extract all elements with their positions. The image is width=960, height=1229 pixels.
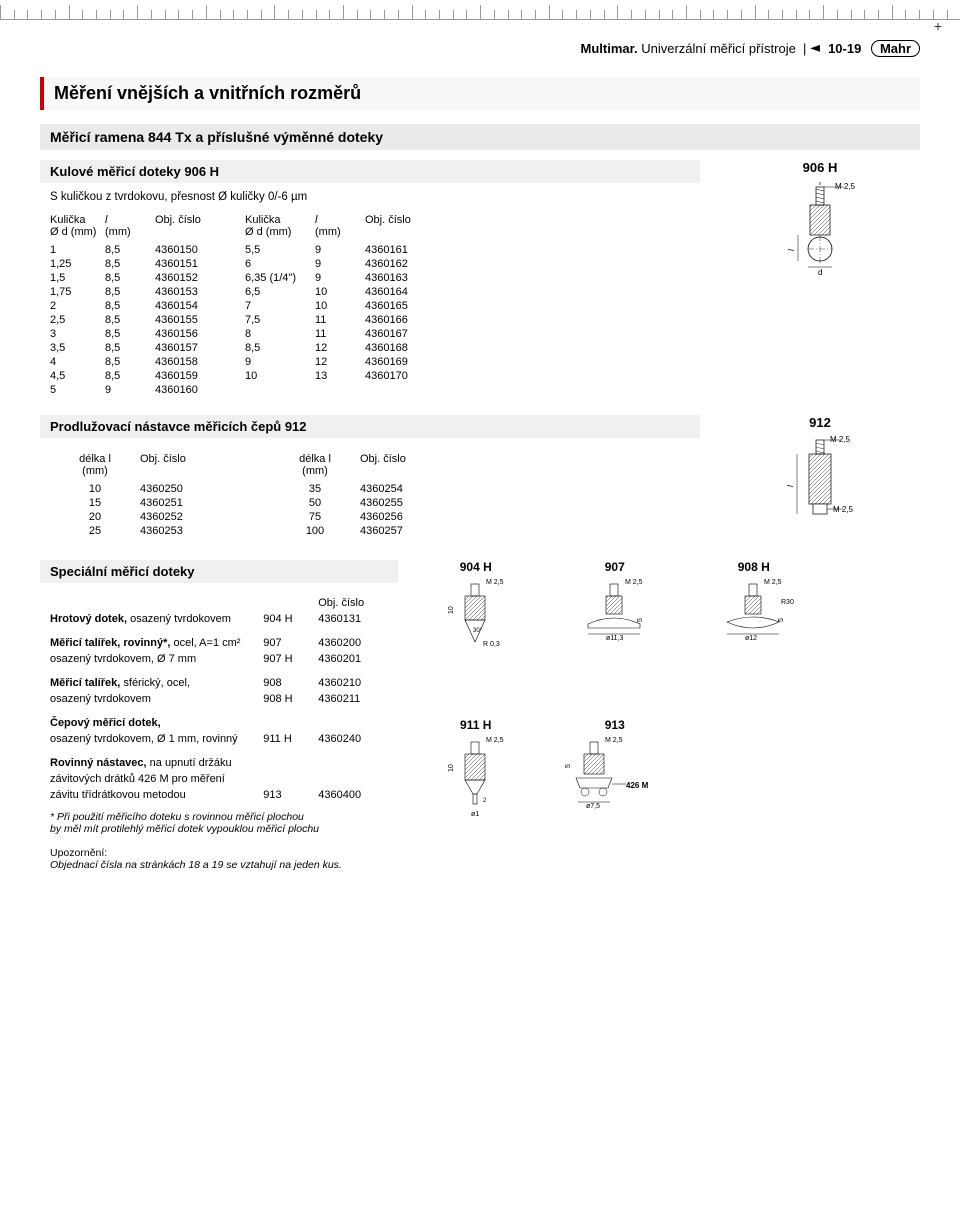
table-row: 254360253 [40,524,260,538]
svg-text:426 M: 426 M [626,781,649,790]
brand-logo: Mahr [871,40,920,57]
diagram-912: 912 M 2,5 M 2,5 l [720,415,920,542]
table-row: osazený tvrdokovem, Ø 7 mm907 H4360201 [40,651,398,667]
table-row: 1004360257 [260,524,470,538]
block2-heading: Prodlužovací nástavce měřicích čepů 912 [40,415,700,438]
table-row: 28,54360154 [40,299,235,313]
svg-text:10: 10 [448,606,455,614]
table-row: 204360252 [40,510,260,524]
footnote: * Při použití měřicího doteku s rovinnou… [40,803,398,843]
svg-text:5: 5 [565,764,572,768]
table-row: Hrotový dotek, osazený tvrdokovem904 H43… [40,611,398,627]
table-row: 2,58,54360155 [40,313,235,327]
page-header: Multimar. Univerzální měřicí přístroje |… [0,20,960,67]
notice: Upozornění: Objednací čísla na stránkách… [40,843,398,875]
block-special: Speciální měřicí doteky Obj. číslo Hroto… [40,560,920,875]
table-row: 7104360165 [235,299,440,313]
table-header: Obj. číslo [40,591,398,611]
svg-text:ø1: ø1 [471,811,479,818]
svg-text:R30: R30 [781,599,794,606]
svg-text:30°: 30° [473,628,483,634]
table-row: Rovinný nástavec, na upnutí držáku [40,755,398,771]
svg-text:R 0,3: R 0,3 [483,641,500,648]
table-row: 6,5104360164 [235,285,440,299]
svg-text:ø11,3: ø11,3 [606,635,623,642]
svg-text:M 2,5: M 2,5 [625,579,643,586]
table-row: 1,258,54360151 [40,257,235,271]
svg-text:2: 2 [483,798,487,804]
table-row: osazený tvrdokovem908 H4360211 [40,691,398,707]
table-row: závitu třídrátkovou metodou9134360400 [40,787,398,803]
svg-text:M 2,5: M 2,5 [830,435,851,444]
block-906h: Kulové měřicí doteky 906 H S kuličkou z … [40,160,920,397]
table-row: 9124360169 [235,355,440,369]
table-row: 38,54360156 [40,327,235,341]
svg-text:M 2,5: M 2,5 [833,505,854,514]
table-header: délka l(mm) Obj. číslo [40,452,260,478]
table-row: 154360251 [40,496,260,510]
table-header: KuličkaØ d (mm) l(mm) Obj. číslo [235,213,440,239]
section-title: Měřicí ramena 844 Tx a příslušné výměnné… [40,124,920,150]
table-row: 8,5124360168 [235,341,440,355]
table-row: 8114360167 [235,327,440,341]
diagrams-special: 904 H M 2,5 10 30° R 0,3 907 M 2,5 5 [408,560,920,875]
svg-text:M 2,5: M 2,5 [764,579,782,586]
table-row: 504360255 [260,496,470,510]
table-row: osazený tvrdokovem, Ø 1 mm, rovinný911 H… [40,731,398,747]
svg-text:5: 5 [637,618,644,622]
table-row: 4,58,54360159 [40,369,235,383]
table-row: Měřicí talířek, sférický, ocel,908436021… [40,675,398,691]
table-row: 10134360170 [235,369,440,383]
table-row: 3,58,54360157 [40,341,235,355]
table-row: 7,5114360166 [235,313,440,327]
table-row: 1,758,54360153 [40,285,235,299]
svg-text:ø7,5: ø7,5 [586,803,600,810]
table-row: 594360160 [40,383,235,397]
svg-text:M 2,5: M 2,5 [835,182,856,191]
ruler [0,0,960,20]
table-row: 754360256 [260,510,470,524]
crop-mark: + [934,18,942,34]
block1-heading: Kulové měřicí doteky 906 H [40,160,700,183]
svg-text:M 2,5: M 2,5 [486,579,504,586]
page-title: Měření vnějších a vnitřních rozměrů [40,77,920,110]
svg-text:ø12: ø12 [745,635,757,642]
block1-desc: S kuličkou z tvrdokovu, přesnost Ø kulič… [40,191,700,213]
table-row: Čepový měřicí dotek, [40,715,398,731]
block3-heading: Speciální měřicí doteky [40,560,398,583]
table-row: 1,58,54360152 [40,271,235,285]
svg-text:M 2,5: M 2,5 [486,737,504,744]
table-header: KuličkaØ d (mm) l(mm) Obj. číslo [40,213,235,239]
svg-text:5: 5 [778,618,785,622]
table-row: 354360254 [260,482,470,496]
table-row: 694360162 [235,257,440,271]
block-912: Prodlužovací nástavce měřicích čepů 912 … [40,415,920,542]
svg-text:d: d [818,268,822,277]
table-row: 5,594360161 [235,243,440,257]
page-number: 10-19 [828,41,861,56]
svg-text:M 2,5: M 2,5 [605,737,623,744]
svg-text:10: 10 [448,764,455,772]
table-row: 104360250 [40,482,260,496]
table-header: délka l(mm) Obj. číslo [260,452,470,478]
table-row: závitových drátků 426 M pro měření [40,771,398,787]
table-row: 18,54360150 [40,243,235,257]
table-row: 6,35 (1/4")94360163 [235,271,440,285]
diagram-906h: 906 H M 2,5 [720,160,920,397]
svg-text:l: l [786,485,795,487]
table-row: 48,54360158 [40,355,235,369]
svg-text:l: l [787,249,796,251]
table-row: Měřicí talířek, rovinný*, ocel, A=1 cm²9… [40,635,398,651]
